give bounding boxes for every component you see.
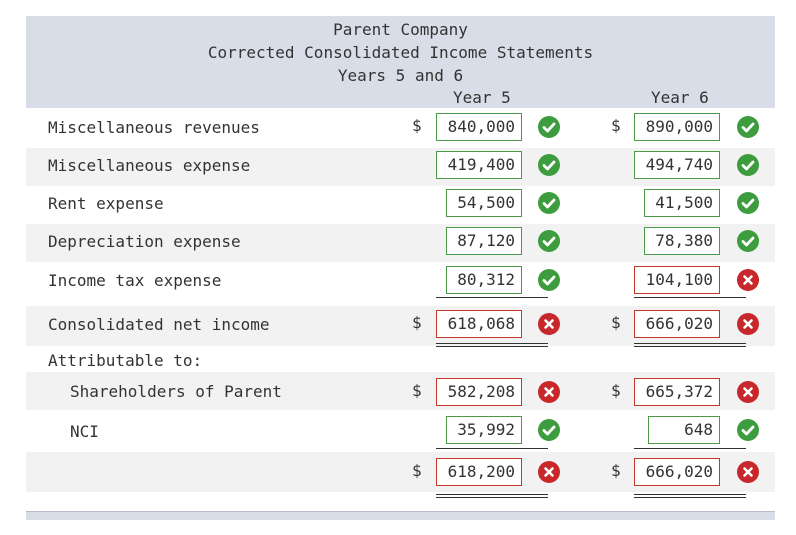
correct-check-icon [538, 116, 560, 138]
input-y5-total[interactable]: 618,200 [436, 458, 522, 486]
label-rent-expense: Rent expense [48, 194, 164, 213]
dollar-sign: $ [412, 461, 422, 480]
input-y6-consolidated-net-income[interactable]: 666,020 [634, 310, 720, 338]
total-double-underline [436, 343, 548, 347]
input-y6-shareholders-of-parent[interactable]: 665,372 [634, 378, 720, 406]
year5-header: Year 5 [453, 88, 511, 107]
input-y6-depreciation-expense[interactable]: 78,380 [644, 227, 720, 255]
input-y6-income-tax-expense[interactable]: 104,100 [634, 266, 720, 294]
dollar-sign: $ [412, 116, 422, 135]
label-attributable-to: Attributable to: [48, 351, 203, 370]
input-y5-shareholders-of-parent[interactable]: 582,208 [436, 378, 522, 406]
incorrect-x-icon [737, 313, 759, 335]
correct-check-icon [737, 419, 759, 441]
label-shareholders-of-parent: Shareholders of Parent [70, 382, 282, 401]
input-y6-misc-revenues[interactable]: 890,000 [634, 113, 720, 141]
input-y6-nci[interactable]: 648 [648, 416, 720, 444]
label-nci: NCI [70, 422, 99, 441]
dollar-sign: $ [611, 381, 621, 400]
subtotal-underline [634, 448, 746, 449]
label-consolidated-net-income: Consolidated net income [48, 315, 270, 334]
footer-bar [26, 511, 775, 520]
correct-check-icon [538, 419, 560, 441]
incorrect-x-icon [538, 381, 560, 403]
incorrect-x-icon [538, 461, 560, 483]
label-misc-revenues: Miscellaneous revenues [48, 118, 260, 137]
incorrect-x-icon [737, 461, 759, 483]
label-income-tax-expense: Income tax expense [48, 271, 222, 290]
correct-check-icon [737, 192, 759, 214]
total-double-underline [436, 494, 548, 498]
input-y5-misc-expense[interactable]: 419,400 [436, 151, 522, 179]
dollar-sign: $ [412, 381, 422, 400]
subtotal-underline [634, 297, 746, 298]
input-y6-rent-expense[interactable]: 41,500 [644, 189, 720, 217]
dollar-sign: $ [611, 116, 621, 135]
correct-check-icon [737, 230, 759, 252]
correct-check-icon [538, 230, 560, 252]
input-y5-rent-expense[interactable]: 54,500 [446, 189, 522, 217]
incorrect-x-icon [538, 313, 560, 335]
input-y5-misc-revenues[interactable]: 840,000 [436, 113, 522, 141]
correct-check-icon [538, 269, 560, 291]
dollar-sign: $ [412, 313, 422, 332]
input-y5-income-tax-expense[interactable]: 80,312 [446, 266, 522, 294]
input-y5-consolidated-net-income[interactable]: 618,068 [436, 310, 522, 338]
label-depreciation-expense: Depreciation expense [48, 232, 241, 251]
total-double-underline [634, 494, 746, 498]
input-y5-nci[interactable]: 35,992 [446, 416, 522, 444]
dollar-sign: $ [611, 461, 621, 480]
statement-header: Parent Company Corrected Consolidated In… [26, 16, 775, 108]
subtotal-underline [436, 297, 548, 298]
label-misc-expense: Miscellaneous expense [48, 156, 251, 175]
subtotal-underline [436, 448, 548, 449]
input-y6-total[interactable]: 666,020 [634, 458, 720, 486]
correct-check-icon [538, 154, 560, 176]
year6-header: Year 6 [651, 88, 709, 107]
statement-period: Years 5 and 6 [337, 66, 464, 85]
company-name: Parent Company [333, 20, 468, 39]
correct-check-icon [737, 154, 759, 176]
incorrect-x-icon [737, 269, 759, 291]
incorrect-x-icon [737, 381, 759, 403]
dollar-sign: $ [611, 313, 621, 332]
input-y6-misc-expense[interactable]: 494,740 [634, 151, 720, 179]
correct-check-icon [538, 192, 560, 214]
correct-check-icon [737, 116, 759, 138]
statement-title: Corrected Consolidated Income Statements [207, 43, 594, 62]
input-y5-depreciation-expense[interactable]: 87,120 [446, 227, 522, 255]
total-double-underline [634, 343, 746, 347]
